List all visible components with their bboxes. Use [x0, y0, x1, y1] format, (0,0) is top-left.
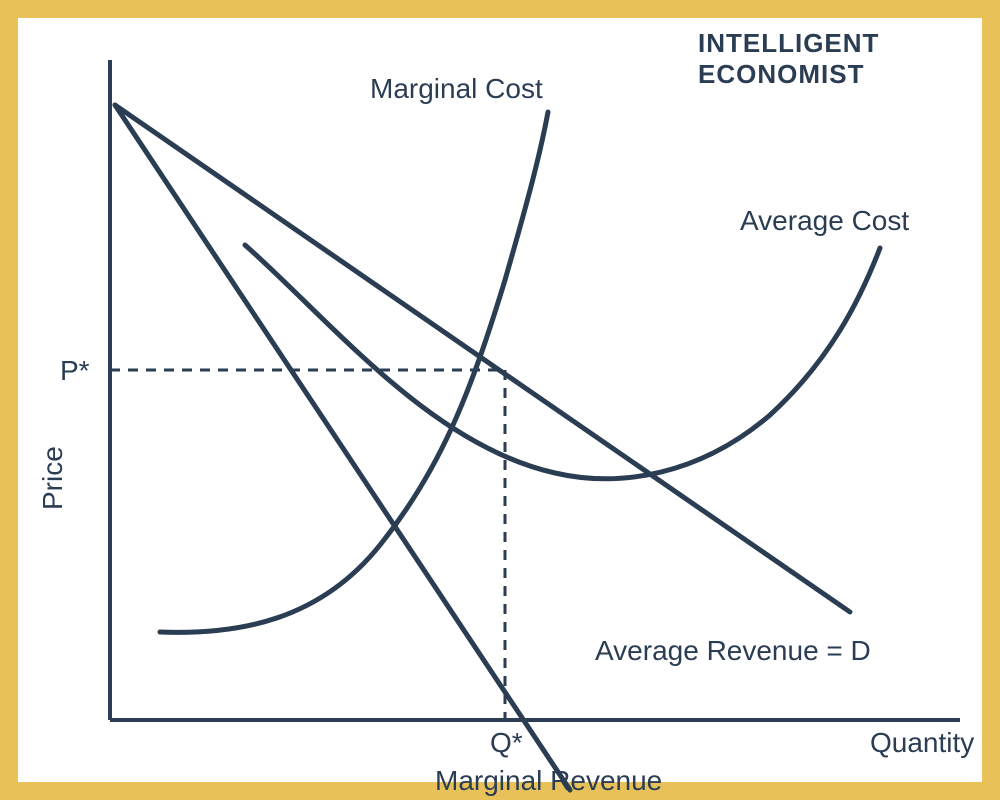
average-cost-label: Average Cost [740, 205, 909, 236]
average-revenue-label: Average Revenue = D [595, 635, 871, 666]
marginal-cost-label: Marginal Cost [370, 73, 543, 104]
q-star-label: Q* [490, 727, 523, 758]
marginal-revenue-label: Marginal Revenue [435, 765, 662, 796]
x-axis-label: Quantity [870, 727, 974, 758]
y-axis-label: Price [37, 446, 68, 510]
p-star-label: P* [60, 355, 90, 386]
marginal-cost-curve [160, 112, 548, 632]
figure-frame: INTELLIGENT ECONOMIST Marginal Cost Aver… [0, 0, 1000, 800]
chart-svg: Marginal Cost Average Cost Average Reven… [0, 0, 1000, 800]
average-revenue-demand-curve [115, 105, 850, 612]
marginal-revenue-curve [115, 105, 570, 790]
